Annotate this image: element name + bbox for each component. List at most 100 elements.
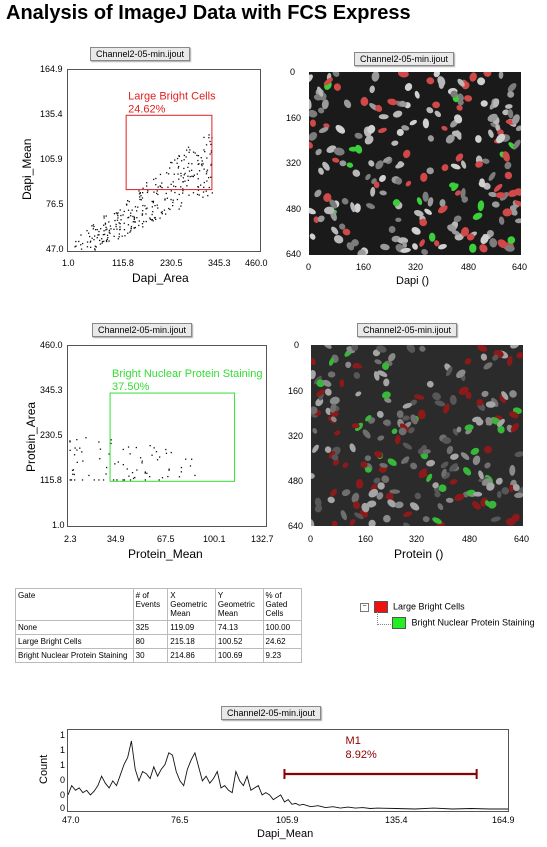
cell-nucleus [426, 473, 433, 483]
scatter-point [89, 241, 91, 243]
scatter-point [180, 471, 182, 473]
table-cell: 100.52 [214, 634, 264, 649]
image1-ytick: 320 [286, 158, 302, 168]
cell-nucleus [368, 160, 375, 167]
scatter-point [110, 442, 112, 445]
scatter-point [71, 469, 74, 471]
scatter-point [149, 218, 152, 220]
scatter-point [100, 228, 102, 230]
scatter-point [80, 248, 83, 250]
cell-nucleus [323, 193, 332, 202]
table-header: Y Geometric Mean [214, 588, 264, 621]
scatter-point [103, 230, 105, 232]
scatter-point [74, 246, 76, 248]
cell-nucleus [376, 345, 387, 353]
table-header: Gate [15, 588, 134, 621]
cell-nucleus [339, 160, 347, 167]
table-header: # of Events [132, 588, 169, 621]
gate-percent-label: 37.50% [112, 381, 150, 393]
cell-nucleus [366, 203, 375, 210]
cell-nucleus [373, 477, 381, 484]
cell-nucleus [388, 353, 396, 362]
cell-nucleus [354, 132, 363, 139]
cell-nucleus [457, 78, 465, 87]
scatter-point [201, 164, 203, 167]
cell-nucleus [406, 345, 416, 353]
scatter-point [196, 193, 199, 196]
scatter-point [116, 228, 118, 230]
scatter-point [99, 448, 102, 450]
scatter-point [208, 177, 210, 179]
plot2-ytick: 115.8 [40, 475, 62, 485]
scatter-point [127, 200, 129, 202]
cell-nucleus [460, 227, 470, 237]
cell-nucleus [499, 394, 507, 404]
image2-tab[interactable]: Channel2-05-min.ijout [357, 323, 458, 337]
scatter-point [70, 479, 72, 481]
cell-nucleus [443, 403, 450, 414]
scatter-point [98, 441, 100, 443]
cell-nucleus [517, 486, 523, 495]
gate-tree-label: Bright Nuclear Protein Staining [411, 617, 535, 628]
table-row: Large Bright Cells 80 215.18 100.52 24.6… [15, 634, 303, 649]
cell-nucleus [445, 497, 454, 503]
cell-nucleus [510, 345, 520, 349]
dapi-scatter-plot[interactable]: Large Bright Cells 24.62% [67, 69, 261, 252]
scatter-point [180, 466, 183, 469]
scatter-point [178, 155, 180, 157]
cell-nucleus [490, 516, 501, 522]
plot2-ytick: 460.0 [40, 340, 63, 350]
cell-nucleus [402, 415, 410, 421]
image1-tab[interactable]: Channel2-05-min.ijout [354, 52, 455, 66]
scatter-point [105, 215, 107, 217]
scatter-point [185, 458, 187, 460]
table-row: None 325 119.09 74.13 100.00 [15, 620, 303, 635]
plot1-ylabel: Dapi_Mean [20, 138, 34, 200]
dapi-histogram[interactable]: M1 8.92% [67, 729, 509, 812]
image1-ytick: 160 [286, 113, 302, 123]
gate-tree-item-large-bright[interactable]: − Large Bright Cells [360, 601, 465, 613]
cell-nucleus [389, 489, 401, 494]
image1-ytick: 480 [286, 204, 302, 214]
cell-nucleus [419, 239, 425, 247]
cell-nucleus [354, 203, 361, 213]
cell-nucleus [419, 345, 426, 352]
histogram-tab[interactable]: Channel2-05-min.ijout [221, 706, 322, 720]
dapi-image[interactable] [309, 72, 521, 255]
scatter-point [186, 185, 188, 187]
scatter-point [99, 458, 101, 460]
scatter-point [118, 233, 120, 235]
scatter-point [172, 205, 174, 207]
plot2-ytick: 1.0 [52, 520, 65, 530]
plot1-tab[interactable]: Channel2-05-min.ijout [90, 47, 191, 61]
scatter-point [145, 208, 147, 210]
cell-nucleus [484, 445, 492, 454]
table-cell: None [15, 620, 134, 635]
cell-nucleus [379, 190, 387, 196]
cell-nucleus [323, 345, 332, 349]
cell-nucleus [382, 419, 391, 426]
gate-tree-item-bright-nuclear[interactable]: Bright Nuclear Protein Staining [392, 617, 535, 629]
cell-nucleus [387, 499, 397, 508]
cell-nucleus [457, 93, 464, 101]
scatter-point [197, 163, 199, 165]
cell-nucleus [317, 86, 324, 97]
scatter-point [184, 180, 186, 182]
cell-nucleus [469, 72, 477, 82]
protein-image[interactable] [311, 345, 523, 526]
protein-scatter-plot[interactable]: Bright Nuclear Protein Staining 37.50% [67, 345, 267, 527]
cell-nucleus [446, 445, 454, 455]
scatter-point [208, 134, 210, 136]
protein-image-cells [311, 345, 523, 526]
scatter-point [210, 143, 212, 146]
scatter-point [210, 176, 212, 178]
cell-nucleus [477, 200, 485, 212]
cell-nucleus [332, 458, 340, 466]
scatter-point [90, 246, 92, 248]
collapse-icon[interactable]: − [360, 602, 369, 612]
scatter-point [113, 228, 115, 230]
scatter-point [89, 235, 91, 238]
plot2-tab[interactable]: Channel2-05-min.ijout [92, 323, 193, 337]
table-cell: 80 [132, 634, 169, 649]
cell-nucleus [515, 125, 521, 132]
